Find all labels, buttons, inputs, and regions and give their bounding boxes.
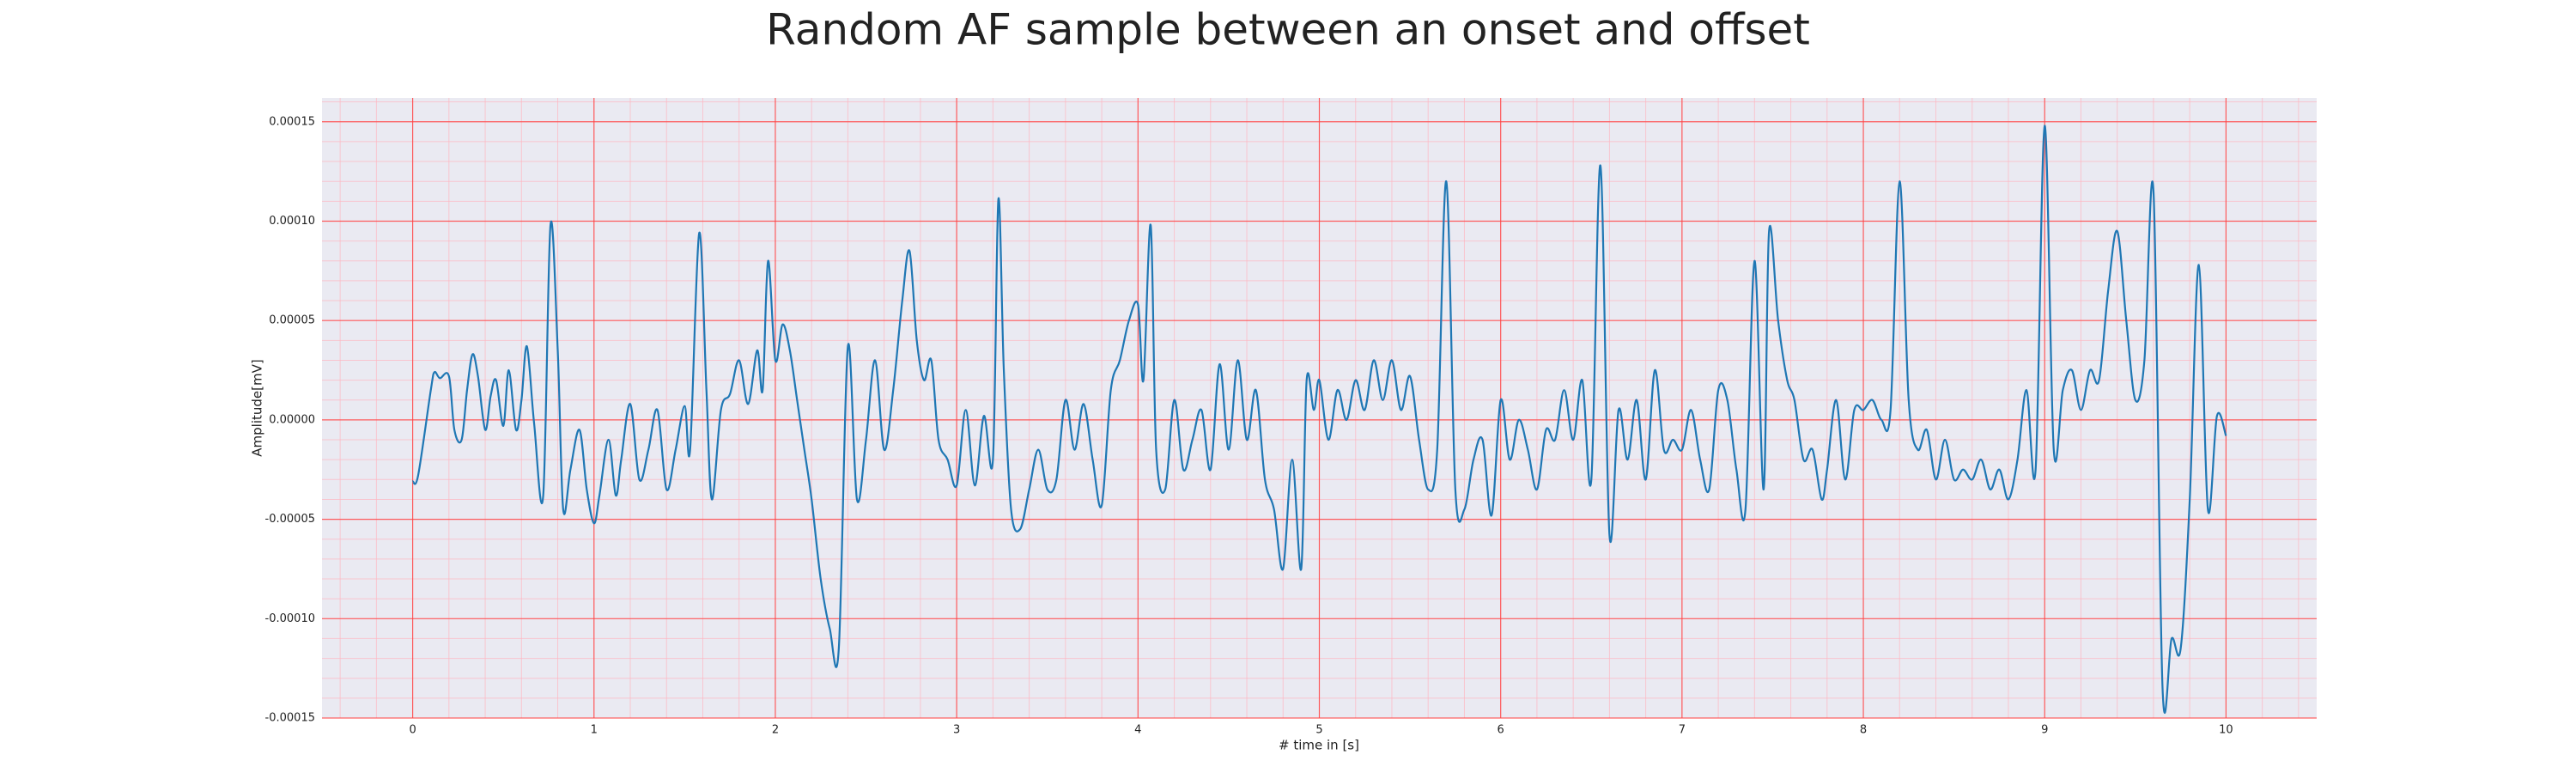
- x-tick-label: 3: [953, 724, 960, 737]
- y-tick-label: 0.00015: [269, 115, 315, 128]
- y-tick-label: -0.00015: [265, 712, 315, 725]
- y-tick-label: -0.00010: [265, 612, 315, 625]
- x-tick-label: 2: [772, 724, 779, 737]
- y-tick-label: 0.00000: [269, 413, 315, 426]
- x-tick-label: 1: [591, 724, 598, 737]
- x-tick-label: 10: [2219, 724, 2233, 737]
- x-tick-label: 9: [2041, 724, 2048, 737]
- x-axis-label: # time in [s]: [1279, 738, 1359, 753]
- x-tick-label: 7: [1679, 724, 1686, 737]
- y-tick-label: -0.00005: [265, 513, 315, 526]
- x-tick-label: 5: [1315, 724, 1322, 737]
- y-axis-label: Amplitude[mV]: [250, 359, 265, 456]
- x-tick-label: 6: [1498, 724, 1504, 737]
- x-tick-label: 0: [409, 724, 416, 737]
- x-tick-label: 8: [1860, 724, 1867, 737]
- y-tick-label: 0.00010: [269, 215, 315, 228]
- y-tick-label: 0.00005: [269, 314, 315, 327]
- chart-title: Random AF sample between an onset and of…: [766, 5, 1810, 55]
- x-tick-label: 4: [1134, 724, 1141, 737]
- signal-line: [411, 125, 2227, 715]
